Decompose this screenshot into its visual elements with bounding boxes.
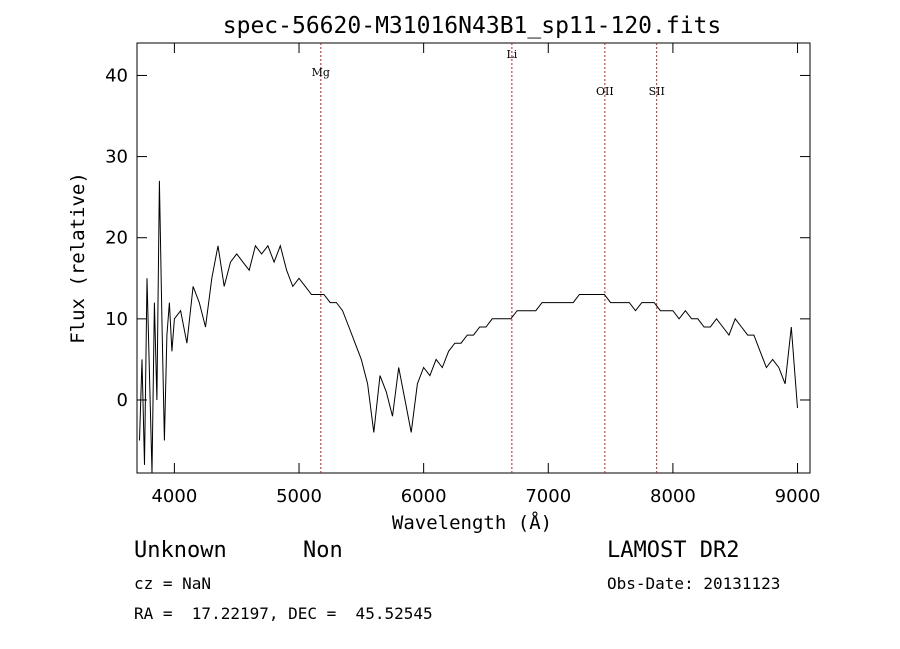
y-tick-label: 10 (105, 309, 128, 330)
y-axis-label: Flux (relative) (67, 172, 89, 344)
marker-label-li: Li (506, 48, 517, 61)
marker-label-sii: SII (649, 85, 665, 98)
y-tick-label: 30 (105, 147, 128, 168)
plot-frame (136, 42, 811, 474)
x-tick-label: 8000 (650, 486, 696, 507)
redshift-text: cz = NaN (134, 574, 212, 593)
y-axis-ticks: 0 10 20 30 40 (105, 65, 810, 411)
x-tick-label: 7000 (525, 486, 571, 507)
y-tick-label: 0 (117, 390, 128, 411)
obs-date-text: Obs-Date: 20131123 (607, 574, 781, 593)
x-axis-label: Wavelength (Å) (392, 511, 552, 534)
object-subclass: Non (303, 538, 343, 563)
coordinates-text: RA = 17.22197, DEC = 45.52545 (134, 604, 433, 623)
series-layer (139, 180, 798, 473)
y-tick-label: 40 (105, 65, 128, 86)
x-tick-label: 4000 (151, 486, 197, 507)
x-tick-label: 9000 (775, 486, 821, 507)
x-tick-label: 6000 (401, 486, 447, 507)
spectrum-line-0 (139, 180, 798, 473)
y-tick-label: 20 (105, 228, 128, 249)
x-tick-label: 5000 (276, 486, 322, 507)
object-class: Unknown (134, 538, 227, 563)
chart-title: spec-56620-M31016N43B1_sp11-120.fits (223, 13, 722, 39)
survey-label: LAMOST DR2 (607, 538, 740, 563)
marker-label-mg: Mg (312, 66, 330, 79)
marker-label-oii: OII (596, 85, 614, 98)
x-axis-ticks: 4000 5000 6000 7000 8000 9000 (151, 43, 820, 507)
emission-line-markers: Mg Li OII SII (312, 43, 665, 473)
